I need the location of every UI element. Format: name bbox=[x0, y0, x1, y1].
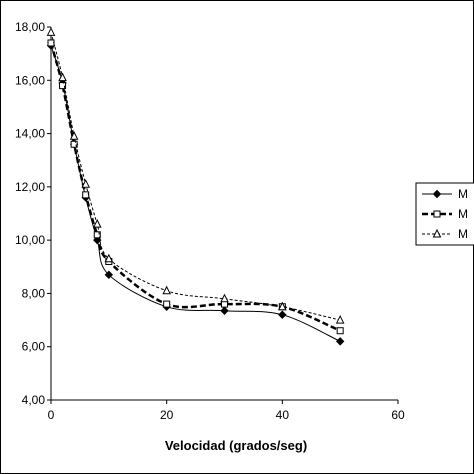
series-2-point bbox=[336, 327, 344, 335]
legend-swatch-marker bbox=[432, 228, 442, 238]
series-1-line bbox=[50, 45, 341, 342]
series-2-point bbox=[93, 231, 101, 239]
x-tick-label: 20 bbox=[160, 408, 174, 422]
y-tick-label: 6,00 bbox=[22, 340, 46, 354]
y-tick-label: 14,00 bbox=[15, 127, 45, 141]
series-3-line bbox=[50, 32, 341, 321]
series-1 bbox=[46, 41, 345, 346]
x-tick-label: 40 bbox=[276, 408, 290, 422]
x-axis-label: Velocidad (grados/seg) bbox=[165, 438, 307, 453]
series-3-point bbox=[278, 301, 287, 311]
series-2-point bbox=[163, 300, 171, 308]
y-tick-label: 12,00 bbox=[15, 180, 45, 194]
series-3-point bbox=[104, 253, 114, 263]
y-axis-ticks: 4,00 6,00 8,00 10,00 12,00 14,00 16,00 18,00 bbox=[15, 20, 51, 407]
x-tick-label: 0 bbox=[48, 408, 55, 422]
y-tick-label: 8,00 bbox=[22, 286, 46, 300]
legend-swatch-marker bbox=[432, 189, 442, 199]
series-2-point bbox=[70, 140, 78, 148]
y-tick-label: 18,00 bbox=[15, 20, 45, 34]
x-axis-ticks: 0 20 40 60 bbox=[48, 400, 405, 422]
legend: MMM bbox=[415, 182, 474, 246]
series-3 bbox=[46, 27, 345, 324]
series-3-point bbox=[162, 285, 171, 295]
series-2-point bbox=[82, 191, 90, 199]
series-3-point bbox=[81, 179, 91, 188]
y-tick-label: 4,00 bbox=[22, 393, 46, 407]
series-3-point bbox=[69, 131, 79, 140]
series-3-point bbox=[335, 314, 345, 324]
series-3-point bbox=[92, 219, 102, 228]
series-1-point bbox=[335, 337, 345, 346]
legend-label: M bbox=[458, 207, 468, 221]
legend-swatch-marker bbox=[433, 210, 441, 218]
series-2-point bbox=[59, 82, 67, 90]
series-3-point bbox=[58, 72, 67, 82]
y-tick-label: 10,00 bbox=[15, 233, 45, 247]
series-2-point bbox=[47, 39, 55, 47]
legend-label: M bbox=[458, 187, 468, 201]
series-2 bbox=[47, 39, 344, 335]
series-layer bbox=[46, 27, 345, 346]
series-1-point bbox=[278, 310, 287, 319]
series-3-point bbox=[46, 27, 56, 36]
series-2-line bbox=[49, 42, 341, 332]
y-tick-label: 16,00 bbox=[15, 73, 45, 87]
series-3-point bbox=[220, 293, 229, 303]
x-tick-label: 60 bbox=[391, 408, 405, 422]
series-1-point bbox=[220, 306, 229, 315]
series-1-point bbox=[104, 270, 114, 279]
legend-label: M bbox=[458, 227, 468, 241]
